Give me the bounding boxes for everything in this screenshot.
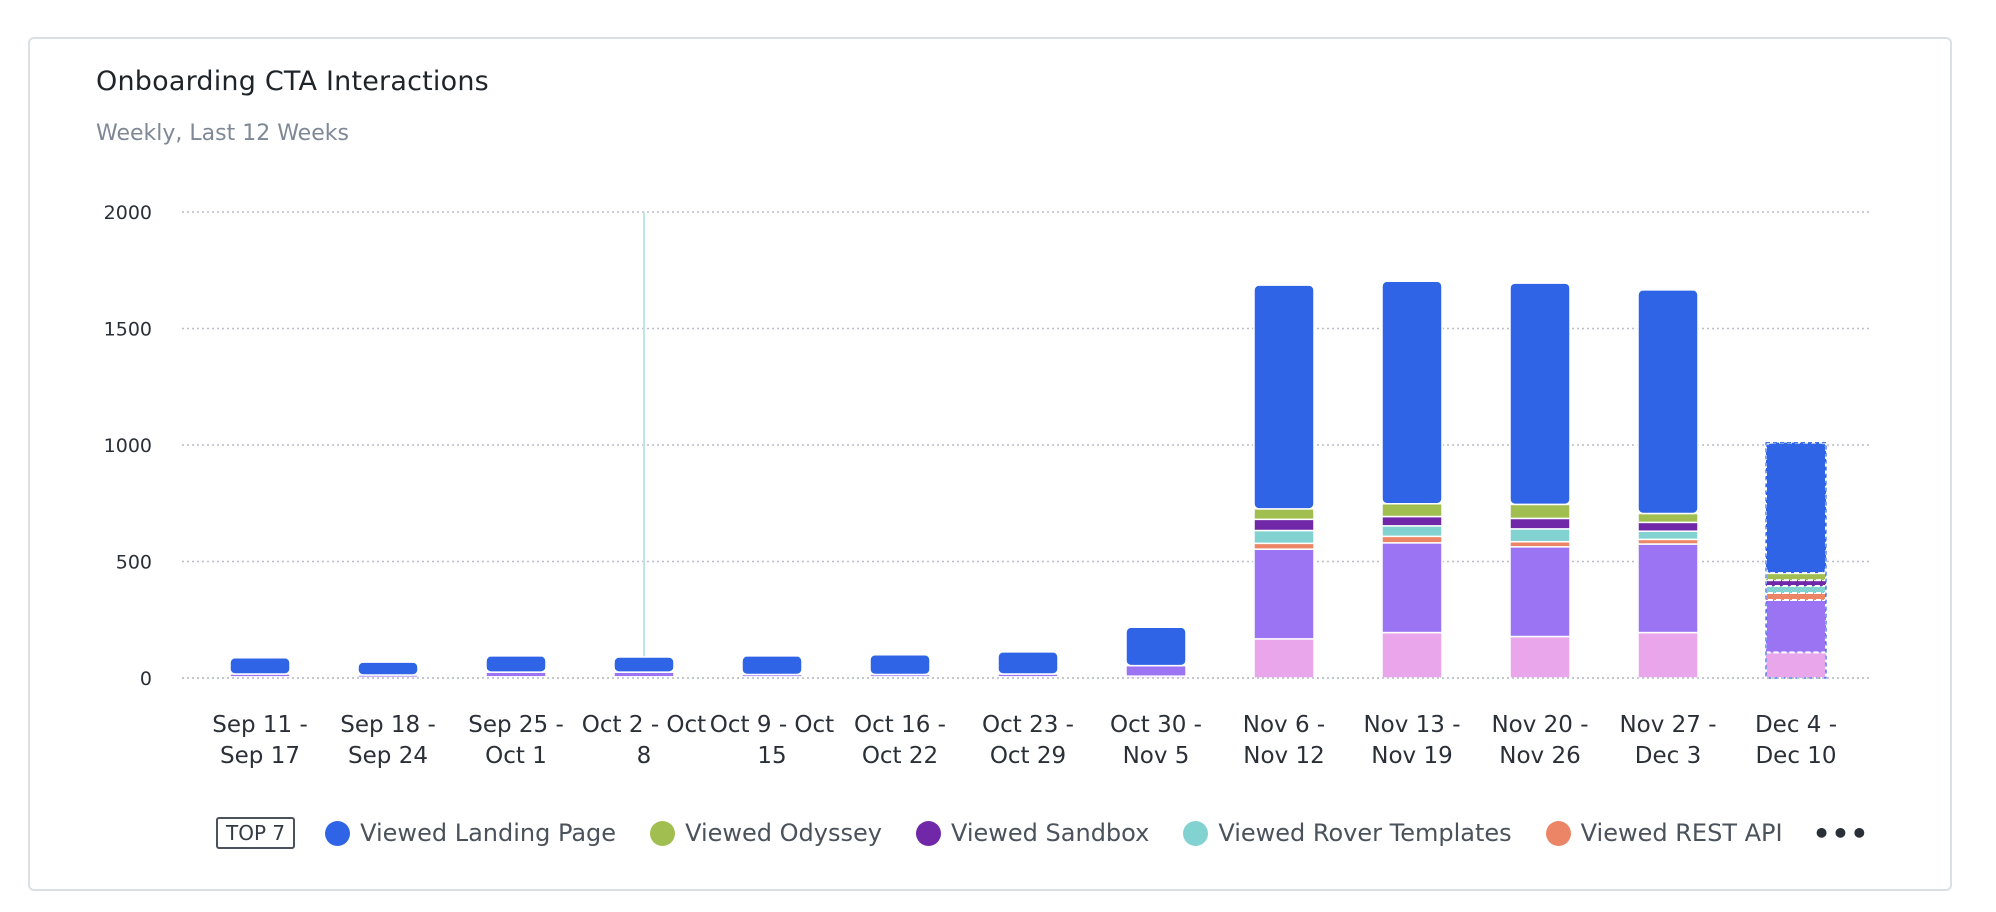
x-tick-label: Nov 26 bbox=[1499, 743, 1580, 769]
x-tick-label: Oct 30 - bbox=[1110, 712, 1202, 738]
bar-segment bbox=[1253, 518, 1315, 532]
bar-segment bbox=[1253, 542, 1315, 550]
bar-segment bbox=[1765, 441, 1827, 575]
bar-segment bbox=[229, 656, 291, 675]
bar-segment bbox=[1509, 503, 1571, 520]
x-tick-label: Oct 16 - bbox=[854, 712, 946, 738]
bar-segment bbox=[1509, 528, 1571, 543]
bar-segment bbox=[485, 655, 547, 673]
bar-segment bbox=[1637, 543, 1699, 634]
bar-segment bbox=[1509, 546, 1571, 638]
x-tick-label: Oct 9 - Oct bbox=[710, 712, 834, 738]
x-tick-label: Nov 27 - bbox=[1619, 712, 1716, 738]
bar-segment bbox=[1765, 572, 1827, 582]
x-tick-label: Oct 23 - bbox=[982, 712, 1074, 738]
legend-swatch bbox=[1183, 820, 1209, 846]
x-tick-label: Sep 11 - bbox=[212, 712, 308, 738]
bar-segment bbox=[1637, 530, 1699, 541]
bar-segment bbox=[1637, 521, 1699, 532]
bar-segment bbox=[613, 656, 675, 673]
x-tick-label: Nov 20 - bbox=[1491, 712, 1588, 738]
top-n-badge[interactable]: TOP 7 bbox=[216, 817, 296, 849]
bar-segment bbox=[1509, 540, 1571, 548]
bar-segment bbox=[1381, 535, 1443, 544]
bar-segment bbox=[1637, 289, 1699, 515]
x-tick-label: Dec 3 bbox=[1635, 743, 1701, 769]
partial-period-outline bbox=[1765, 442, 1827, 679]
bar-segment bbox=[1381, 542, 1443, 634]
stacked-bar-chart: 0 500 1000 1500 2000 Sep 11 - Sep 17 Sep 18 - Se… bbox=[104, 202, 1872, 769]
bar-segment bbox=[1637, 512, 1699, 524]
legend-label: Viewed Sandbox bbox=[950, 819, 1150, 847]
bar-segment bbox=[1381, 280, 1443, 505]
more-legend-icon[interactable]: ••• bbox=[1812, 816, 1870, 850]
bar-segment bbox=[1253, 548, 1315, 640]
legend-label: Viewed REST API bbox=[1580, 819, 1783, 847]
x-tick-label: Oct 1 bbox=[485, 743, 547, 769]
legend-item[interactable]: Viewed Rover Templates bbox=[1183, 819, 1512, 847]
bar-segment bbox=[1509, 635, 1571, 679]
bar-segment bbox=[1253, 529, 1315, 545]
legend-swatch bbox=[1545, 820, 1571, 846]
legend-swatch bbox=[650, 820, 676, 846]
x-tick-label: Oct 22 bbox=[862, 743, 938, 769]
bar-segment bbox=[869, 653, 931, 676]
x-tick-label: 8 bbox=[637, 743, 652, 769]
legend-item[interactable]: Viewed Landing Page bbox=[325, 819, 616, 847]
y-tick-label: 500 bbox=[116, 552, 152, 574]
legend-swatch bbox=[325, 820, 351, 846]
bar-segment bbox=[1765, 584, 1827, 594]
x-tick-label: 15 bbox=[757, 743, 786, 769]
bar-segment bbox=[1253, 638, 1315, 679]
x-tick-label: Nov 19 bbox=[1371, 743, 1452, 769]
chart-subtitle: Weekly, Last 12 Weeks bbox=[96, 121, 349, 146]
x-tick-label: Dec 4 - bbox=[1755, 712, 1837, 738]
y-tick-label: 1000 bbox=[104, 435, 152, 457]
legend-label: Viewed Odyssey bbox=[685, 819, 882, 847]
legend-item[interactable]: Viewed REST API bbox=[1545, 819, 1783, 847]
x-tick-label: Sep 17 bbox=[220, 743, 300, 769]
bar-segment bbox=[1381, 525, 1443, 538]
bar-segment bbox=[1509, 517, 1571, 530]
bar-segment bbox=[1125, 664, 1187, 677]
bar-segment bbox=[1765, 598, 1827, 654]
bar-segment bbox=[357, 661, 419, 676]
bar-segment bbox=[1253, 508, 1315, 521]
x-tick-label: Oct 2 - Oct bbox=[582, 712, 706, 738]
y-tick-label: 1500 bbox=[104, 319, 152, 341]
bar-segment bbox=[997, 651, 1059, 675]
y-tick-label: 0 bbox=[140, 668, 152, 690]
legend-swatch bbox=[915, 820, 941, 846]
x-tick-label: Sep 24 bbox=[348, 743, 428, 769]
legend: TOP 7 Viewed Landing Page Viewed Odyssey V… bbox=[216, 813, 1869, 853]
bar-segment bbox=[1637, 631, 1699, 679]
x-tick-label: Oct 29 bbox=[990, 743, 1066, 769]
bar-segment bbox=[1381, 502, 1443, 518]
legend-item[interactable]: Viewed Odyssey bbox=[650, 819, 882, 847]
x-tick-label: Dec 10 bbox=[1755, 743, 1836, 769]
x-tick-label: Nov 13 - bbox=[1363, 712, 1460, 738]
x-tick-label: Nov 5 bbox=[1123, 743, 1190, 769]
x-tick-label: Sep 18 - bbox=[340, 712, 436, 738]
bar-segment bbox=[1765, 651, 1827, 679]
legend-label: Viewed Rover Templates bbox=[1218, 819, 1512, 847]
bar-segment bbox=[1381, 515, 1443, 527]
x-tick-label: Nov 6 - bbox=[1243, 712, 1325, 738]
bar-segment bbox=[1765, 591, 1827, 601]
bar-segment bbox=[1253, 284, 1315, 510]
legend-label: Viewed Landing Page bbox=[360, 819, 617, 847]
bar-segment bbox=[1125, 626, 1187, 667]
chart-title: Onboarding CTA Interactions bbox=[96, 66, 489, 97]
bar-segment bbox=[1509, 282, 1571, 506]
bar-segment bbox=[741, 655, 803, 676]
legend-item[interactable]: Viewed Sandbox bbox=[915, 819, 1150, 847]
bar-segment bbox=[1381, 631, 1443, 679]
y-tick-label: 2000 bbox=[104, 202, 152, 224]
chart-card bbox=[28, 37, 1952, 891]
x-tick-label: Nov 12 bbox=[1243, 743, 1324, 769]
x-tick-label: Sep 25 - bbox=[468, 712, 564, 738]
